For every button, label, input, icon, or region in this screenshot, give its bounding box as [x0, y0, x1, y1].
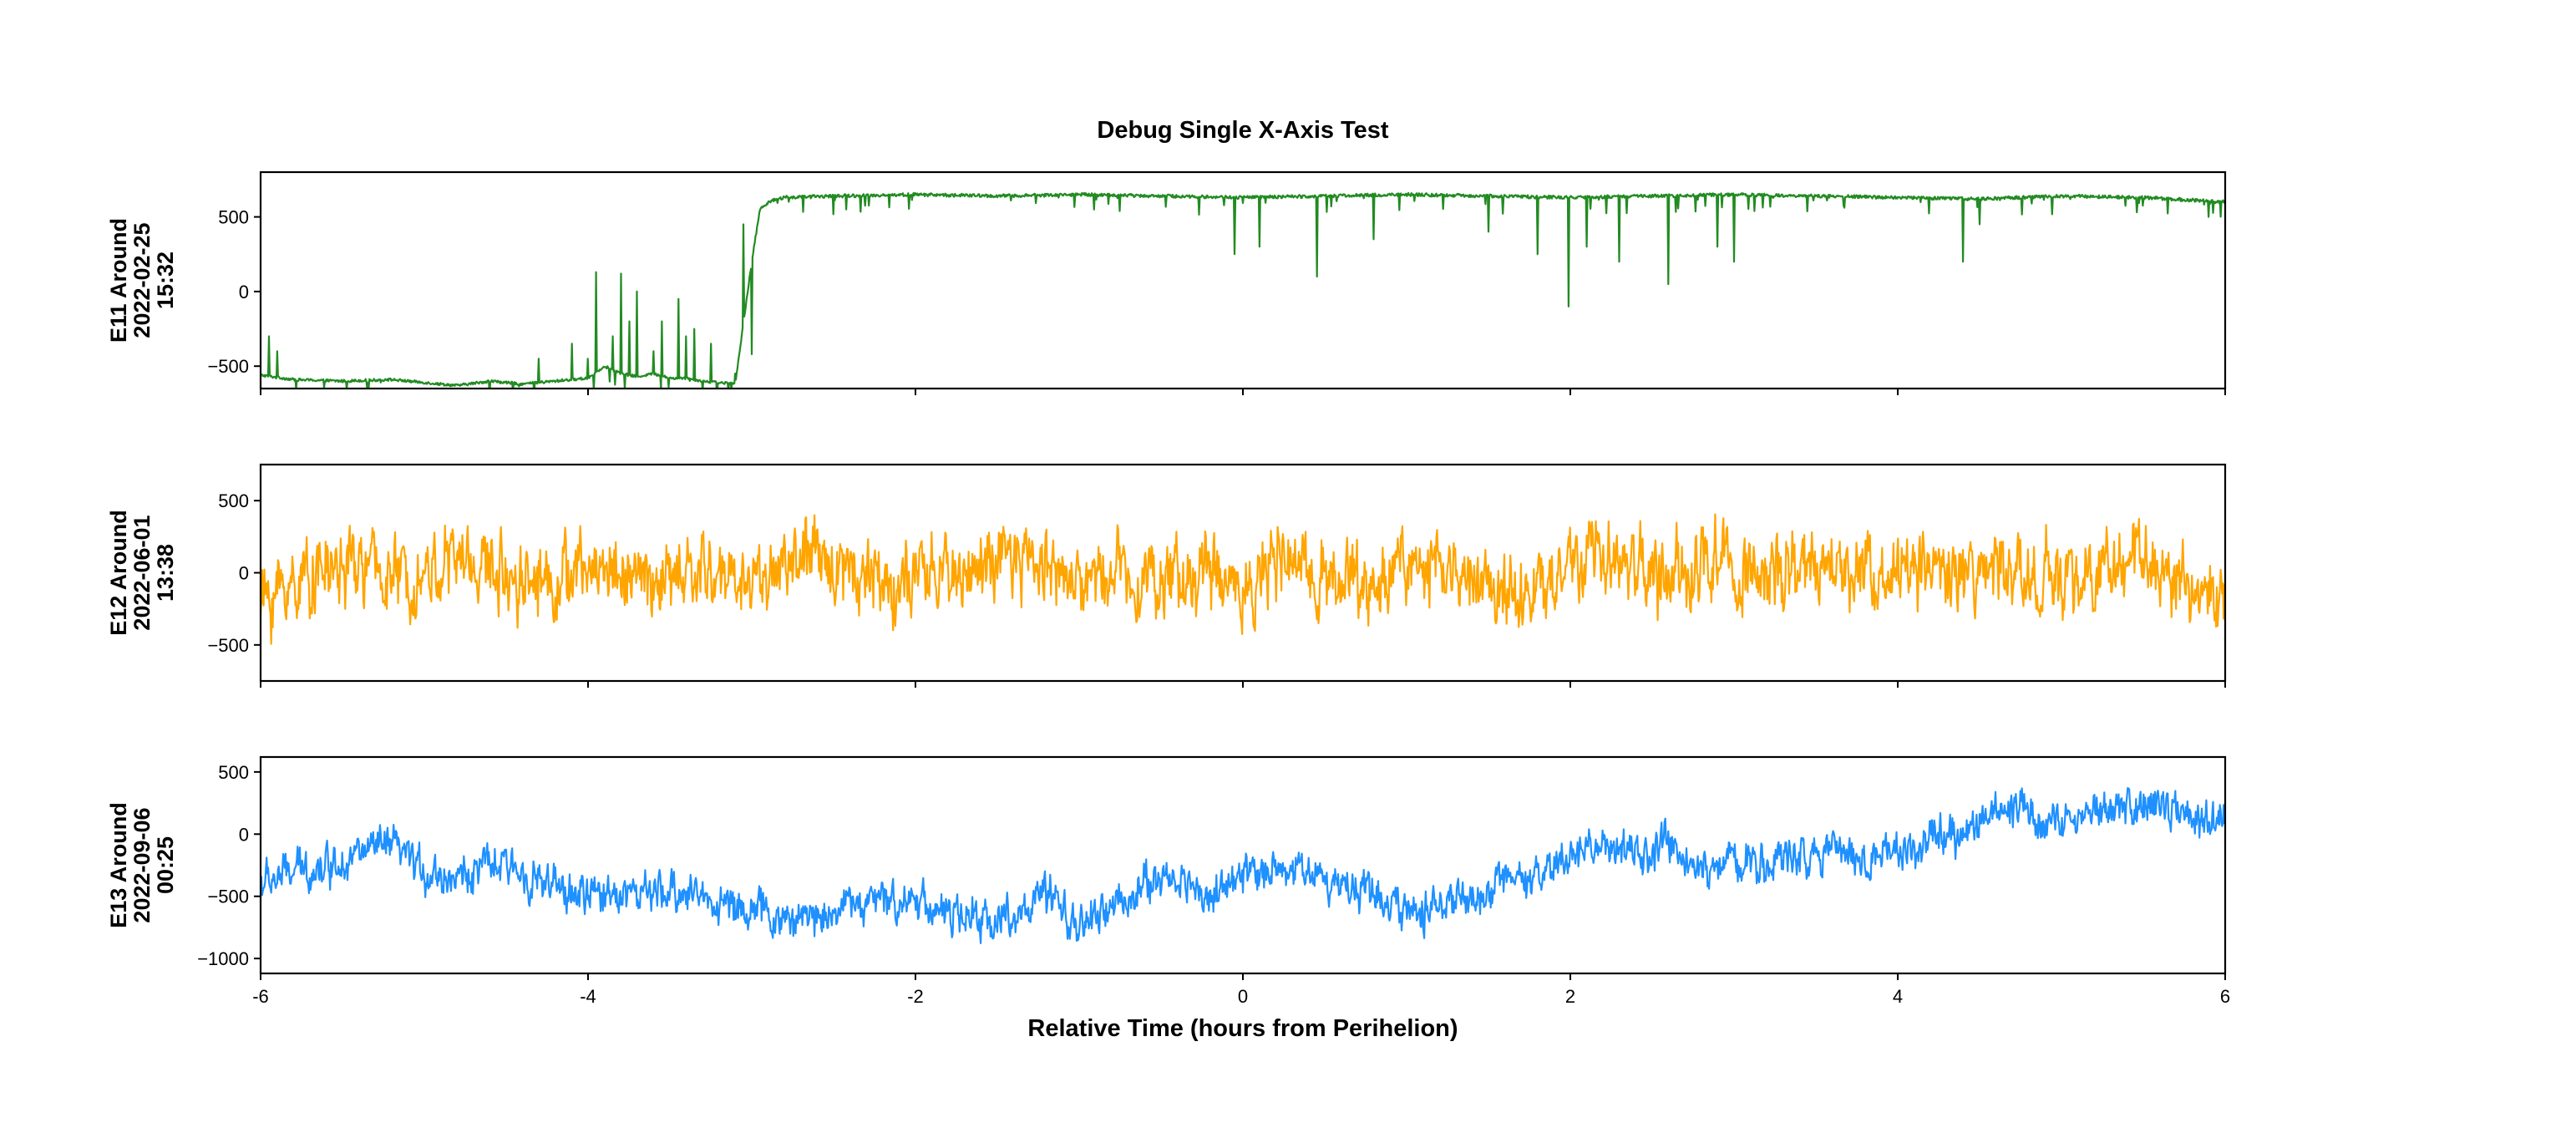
x-axis-label: Relative Time (hours from Perihelion) — [1027, 1015, 1458, 1042]
y-axis-label: E11 Around2022-02-2515:32 — [106, 218, 178, 343]
y-axis-label-line: 15:32 — [153, 252, 178, 309]
x-tick-label: -2 — [907, 986, 924, 1007]
y-tick-label: 500 — [218, 207, 249, 228]
y-tick-label: 500 — [218, 490, 249, 511]
x-tick-label: 6 — [2220, 986, 2230, 1007]
y-axis-label-line: 2022-09-06 — [129, 807, 155, 922]
x-tick-label: 0 — [1238, 986, 1248, 1007]
series-line-1 — [261, 191, 2225, 389]
axes-layer: −500 0 500 E11 Around2022-02-2515:32 −500 0 50… — [106, 170, 2230, 1007]
figure-title: Debug Single X-Axis Test — [1097, 117, 1388, 144]
subplot-2: −500 0 500 E12 Around2022-06-0113:38 — [106, 463, 2227, 688]
y-tick-label: 0 — [239, 282, 249, 302]
y-tick-label: 500 — [218, 762, 249, 783]
y-axis-label-line: E11 Around — [106, 218, 131, 343]
y-axis-label-line: E12 Around — [106, 510, 131, 636]
y-tick-label: −1000 — [197, 948, 249, 969]
y-axis-label-line: 2022-06-01 — [129, 515, 155, 630]
subplot-1: −500 0 500 E11 Around2022-02-2515:32 — [106, 170, 2227, 395]
y-axis-label-line: 13:38 — [153, 544, 178, 602]
y-tick-label: −500 — [207, 356, 249, 377]
series-line-2 — [261, 513, 2225, 645]
y-axis-label: E13 Around2022-09-0600:25 — [106, 802, 178, 928]
x-tick-label: 2 — [1565, 986, 1575, 1007]
y-tick-label: 0 — [239, 824, 249, 845]
y-tick-label: −500 — [207, 635, 249, 656]
series-line-3 — [261, 787, 2225, 944]
y-axis-label-line: 2022-02-25 — [129, 222, 155, 338]
x-tick-label: -6 — [252, 986, 269, 1007]
x-tick-label: 4 — [1893, 986, 1903, 1007]
x-tick-label: -4 — [580, 986, 596, 1007]
y-axis-label: E12 Around2022-06-0113:38 — [106, 510, 178, 636]
y-axis-label-line: 00:25 — [153, 836, 178, 894]
y-tick-label: −500 — [207, 887, 249, 907]
y-tick-label: 0 — [239, 563, 249, 584]
y-axis-label-line: E13 Around — [106, 802, 131, 928]
subplot-3: −1000 −500 0 500 -6 -4 -2 0 2 4 6 E13 Around2022-09… — [106, 755, 2230, 1007]
